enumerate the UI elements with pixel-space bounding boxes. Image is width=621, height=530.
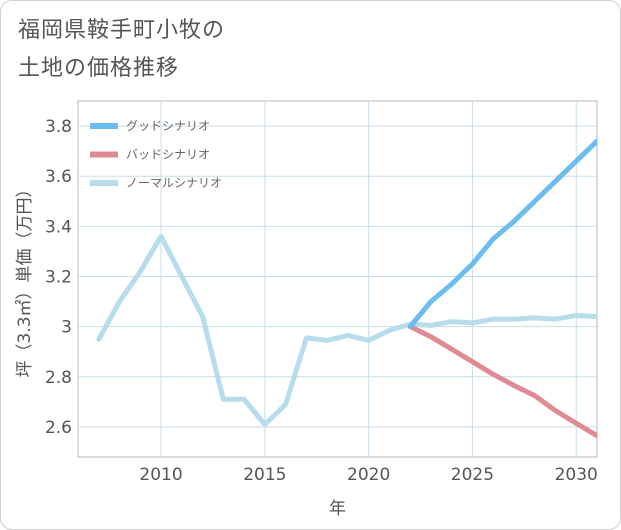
y-tick-label: 3 (61, 318, 72, 338)
x-tick-label: 2030 (555, 465, 598, 485)
chart-title-line-2: 土地の価格推移 (18, 56, 180, 81)
plot-area (77, 100, 598, 458)
x-tick-label: 2015 (243, 465, 286, 485)
y-tick-label: 2.6 (45, 418, 72, 438)
chart-title-line-1: 福岡県鞍手町小牧の (18, 18, 226, 43)
y-tick-label: 3.2 (45, 267, 72, 287)
legend-label-1: バッドシナリオ (126, 148, 210, 162)
series-line-1 (407, 324, 597, 439)
series-line-2 (96, 233, 597, 427)
y-tick-label: 3.6 (45, 167, 72, 187)
x-axis-ticks: 2010 2015 2020 2025 2030 (139, 465, 597, 485)
y-axis-ticks: 2.6 2.8 3 3.2 3.4 3.6 3.8 (45, 117, 72, 438)
x-tick-label: 2025 (451, 465, 494, 485)
x-axis-label: 年 (329, 499, 346, 519)
series-line-0 (407, 138, 597, 330)
x-tick-label: 2020 (347, 465, 390, 485)
y-tick-label: 3.4 (45, 217, 72, 237)
series-layer (96, 138, 597, 439)
chart-title: 福岡県鞍手町小牧の 土地の価格推移 (18, 12, 225, 88)
y-tick-label: 3.8 (45, 117, 72, 137)
y-tick-label: 2.8 (45, 368, 72, 388)
legend-label-2: ノーマルシナリオ (126, 176, 222, 190)
y-axis-label: 坪（3.3㎡）単価（万円） (15, 180, 35, 377)
x-tick-label: 2010 (139, 465, 182, 485)
legend-label-0: グッドシナリオ (126, 119, 210, 133)
